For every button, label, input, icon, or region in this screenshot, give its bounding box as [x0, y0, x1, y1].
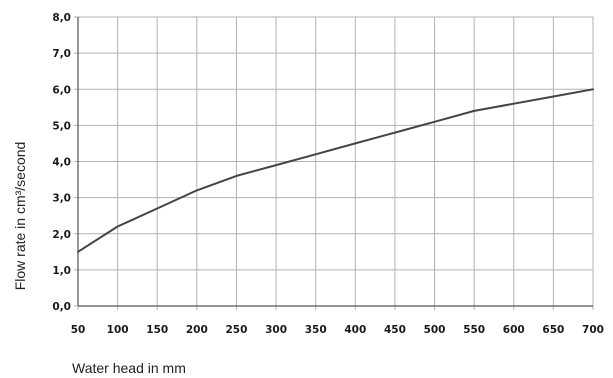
series-line	[77, 88, 594, 253]
x-tick-label: 550	[463, 324, 485, 336]
x-tick-label: 500	[424, 324, 446, 336]
x-tick-label: 400	[344, 324, 366, 336]
x-tick-label: 300	[265, 324, 287, 336]
y-axis-title: Flow rate in cm³/second	[12, 142, 28, 291]
x-tick-label: 600	[503, 324, 525, 336]
y-tick-label: 5,0	[52, 120, 71, 132]
x-tick-label: 350	[305, 324, 327, 336]
y-tick-label: 4,0	[52, 157, 71, 169]
y-tick-label: 8,0	[52, 12, 71, 24]
x-axis-title: Water head in mm	[72, 360, 186, 376]
y-tick-label: 1,0	[52, 265, 71, 277]
y-tick-label: 2,0	[52, 229, 71, 241]
axes	[77, 17, 593, 307]
x-tick-label: 150	[146, 324, 168, 336]
x-tick-label: 450	[384, 324, 406, 336]
x-tick-label: 50	[71, 324, 86, 336]
x-tick-label: 200	[186, 324, 208, 336]
x-tick-label: 100	[107, 324, 129, 336]
y-tick-label: 3,0	[52, 193, 71, 205]
grid	[74, 16, 594, 310]
y-tick-label: 0,0	[52, 301, 71, 313]
y-tick-label: 7,0	[52, 48, 71, 60]
x-tick-labels: 50 100 150 200 250 300 350 400 450 500 550 600 650 70…	[71, 324, 604, 336]
x-tick-label: 250	[226, 324, 248, 336]
y-tick-labels: 0,0 1,0 2,0 3,0 4,0 5,0 6,0 7,0 8,0	[52, 12, 71, 313]
y-tick-label: 6,0	[52, 84, 71, 96]
series	[77, 88, 594, 253]
x-tick-label: 650	[542, 324, 564, 336]
x-tick-label: 700	[582, 324, 604, 336]
